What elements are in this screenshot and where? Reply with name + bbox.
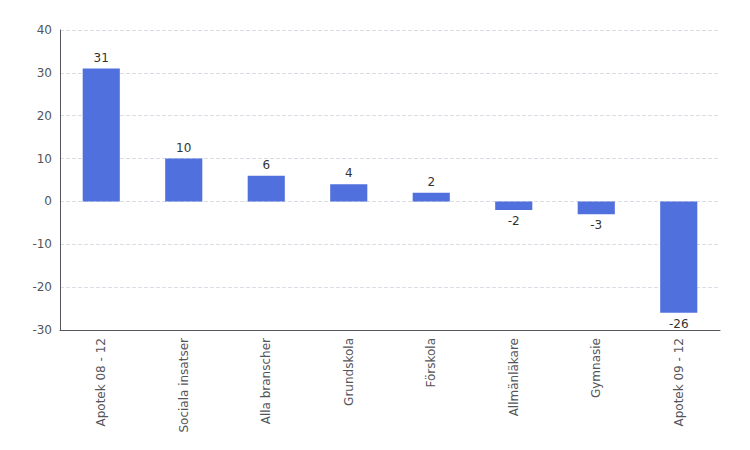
svg-text:40: 40 <box>37 23 52 37</box>
svg-text:Gymnasie: Gymnasie <box>589 338 603 398</box>
svg-text:Apotek 08 - 12: Apotek 08 - 12 <box>94 338 108 427</box>
svg-text:Apotek 09 - 12: Apotek 09 - 12 <box>672 338 686 427</box>
svg-text:10: 10 <box>37 152 52 166</box>
svg-text:2: 2 <box>427 175 435 189</box>
svg-text:10: 10 <box>176 141 191 155</box>
svg-text:Grundskola: Grundskola <box>342 338 356 406</box>
svg-text:30: 30 <box>37 66 52 80</box>
svg-text:Sociala insatser: Sociala insatser <box>177 338 191 433</box>
svg-text:-10: -10 <box>32 237 52 251</box>
svg-text:-2: -2 <box>508 214 520 228</box>
svg-text:Alla branscher: Alla branscher <box>259 338 273 424</box>
svg-text:Allmänläkare: Allmänläkare <box>507 338 521 416</box>
svg-text:0: 0 <box>44 194 52 208</box>
svg-text:-3: -3 <box>590 218 602 232</box>
svg-text:31: 31 <box>94 51 109 65</box>
svg-text:-20: -20 <box>32 280 52 294</box>
svg-text:6: 6 <box>262 158 270 172</box>
svg-text:4: 4 <box>345 166 353 180</box>
svg-text:20: 20 <box>37 109 52 123</box>
svg-text:-26: -26 <box>669 317 689 331</box>
svg-text:-30: -30 <box>32 323 52 337</box>
svg-text:Förskola: Förskola <box>424 338 438 388</box>
